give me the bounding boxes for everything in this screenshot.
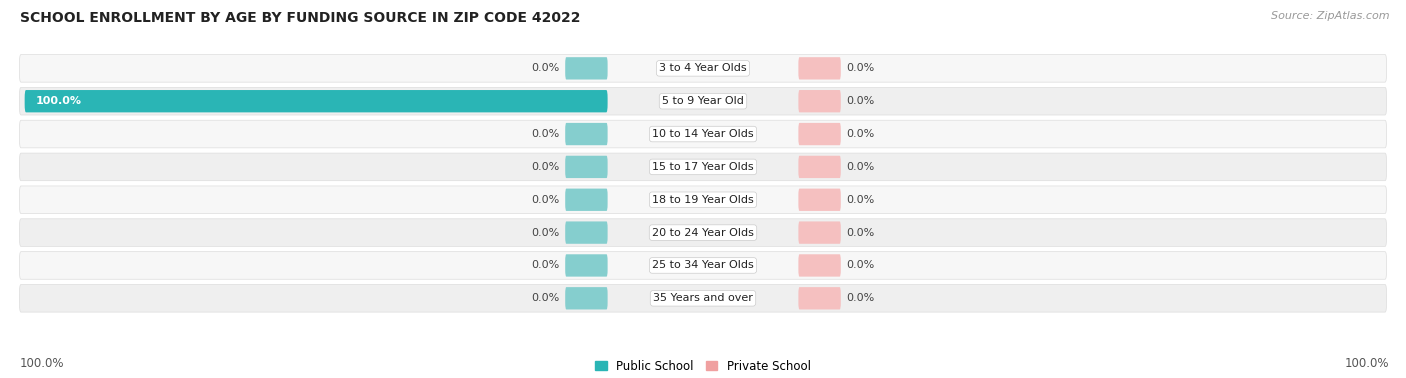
Text: 18 to 19 Year Olds: 18 to 19 Year Olds — [652, 195, 754, 205]
FancyBboxPatch shape — [799, 189, 841, 211]
Text: SCHOOL ENROLLMENT BY AGE BY FUNDING SOURCE IN ZIP CODE 42022: SCHOOL ENROLLMENT BY AGE BY FUNDING SOUR… — [20, 11, 581, 25]
Text: 100.0%: 100.0% — [35, 96, 82, 106]
FancyBboxPatch shape — [799, 222, 841, 244]
FancyBboxPatch shape — [565, 287, 607, 310]
Text: 20 to 24 Year Olds: 20 to 24 Year Olds — [652, 228, 754, 238]
Text: 100.0%: 100.0% — [1344, 358, 1389, 370]
FancyBboxPatch shape — [799, 254, 841, 277]
Text: 0.0%: 0.0% — [846, 260, 875, 270]
Text: 25 to 34 Year Olds: 25 to 34 Year Olds — [652, 260, 754, 270]
FancyBboxPatch shape — [799, 156, 841, 178]
Text: 0.0%: 0.0% — [846, 129, 875, 139]
Text: 5 to 9 Year Old: 5 to 9 Year Old — [662, 96, 744, 106]
FancyBboxPatch shape — [565, 123, 607, 145]
FancyBboxPatch shape — [799, 90, 841, 112]
Text: 3 to 4 Year Olds: 3 to 4 Year Olds — [659, 64, 747, 73]
Text: Source: ZipAtlas.com: Source: ZipAtlas.com — [1271, 11, 1389, 21]
FancyBboxPatch shape — [799, 57, 841, 79]
FancyBboxPatch shape — [799, 123, 841, 145]
FancyBboxPatch shape — [565, 156, 607, 178]
FancyBboxPatch shape — [565, 254, 607, 277]
FancyBboxPatch shape — [565, 222, 607, 244]
Text: 0.0%: 0.0% — [531, 195, 560, 205]
FancyBboxPatch shape — [20, 186, 1386, 214]
Text: 0.0%: 0.0% — [846, 195, 875, 205]
Text: 0.0%: 0.0% — [531, 129, 560, 139]
Text: 0.0%: 0.0% — [531, 293, 560, 303]
Text: 15 to 17 Year Olds: 15 to 17 Year Olds — [652, 162, 754, 172]
Text: 0.0%: 0.0% — [846, 96, 875, 106]
FancyBboxPatch shape — [20, 252, 1386, 279]
Text: 0.0%: 0.0% — [846, 293, 875, 303]
FancyBboxPatch shape — [20, 120, 1386, 148]
Text: 0.0%: 0.0% — [531, 162, 560, 172]
FancyBboxPatch shape — [20, 285, 1386, 312]
FancyBboxPatch shape — [20, 54, 1386, 82]
Text: 0.0%: 0.0% — [531, 228, 560, 238]
Text: 10 to 14 Year Olds: 10 to 14 Year Olds — [652, 129, 754, 139]
FancyBboxPatch shape — [565, 57, 607, 79]
Text: 0.0%: 0.0% — [846, 228, 875, 238]
Text: 100.0%: 100.0% — [20, 358, 65, 370]
Text: 0.0%: 0.0% — [531, 64, 560, 73]
Text: 0.0%: 0.0% — [846, 162, 875, 172]
Text: 35 Years and over: 35 Years and over — [652, 293, 754, 303]
Legend: Public School, Private School: Public School, Private School — [592, 356, 814, 376]
FancyBboxPatch shape — [799, 287, 841, 310]
Text: 0.0%: 0.0% — [531, 260, 560, 270]
FancyBboxPatch shape — [20, 153, 1386, 181]
FancyBboxPatch shape — [565, 189, 607, 211]
Text: 0.0%: 0.0% — [846, 64, 875, 73]
FancyBboxPatch shape — [25, 90, 607, 112]
FancyBboxPatch shape — [20, 219, 1386, 246]
FancyBboxPatch shape — [20, 87, 1386, 115]
